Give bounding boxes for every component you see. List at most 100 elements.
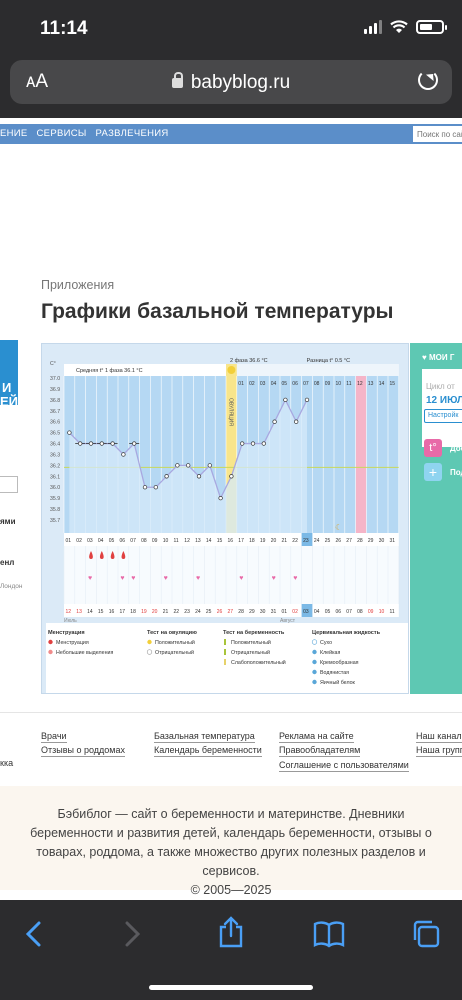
back-icon[interactable] [24, 920, 44, 948]
header-day-label: 07 [303, 381, 309, 387]
y-tick-label: 36.9 [50, 387, 60, 393]
legend-marker-dot [312, 679, 317, 685]
day-label: 23 [303, 538, 309, 544]
temperature-point [283, 397, 288, 402]
legend-title: Менструация [48, 630, 85, 636]
header-day-label: 04 [271, 381, 277, 387]
date-label: 10 [379, 609, 385, 615]
address-bar[interactable]: ᴀA babyblog.ru [10, 60, 452, 104]
date-label: 07 [346, 609, 352, 615]
legend-item: Сухо [320, 640, 332, 646]
status-icons [364, 20, 447, 34]
legend-marker-bar [224, 649, 226, 655]
heart-icon: ♥ [239, 575, 243, 582]
temperature-point [110, 441, 115, 446]
bookmarks-icon[interactable] [313, 920, 345, 948]
ovulation-column [226, 364, 237, 533]
footer-link-doctors[interactable]: Врачи [41, 731, 67, 743]
footer-link-rights[interactable]: Правообладателям [279, 745, 361, 757]
header-day-label: 05 [282, 381, 288, 387]
month-label-august: Август [280, 618, 296, 624]
right-panel-heading: ♥ МОИ Г [422, 353, 455, 362]
temperature-point [272, 419, 277, 424]
nav-link-entertainment[interactable]: РАЗВЛЕЧЕНИЯ [95, 128, 169, 139]
footer-link-advertising[interactable]: Реклама на сайте [279, 731, 354, 743]
day-label: 25 [325, 538, 331, 544]
left-input-box[interactable] [0, 476, 18, 493]
reload-icon[interactable] [418, 70, 438, 90]
footer-link-clipped[interactable]: кка [0, 758, 14, 768]
date-label: 23 [184, 609, 190, 615]
date-label: 29 [249, 609, 255, 615]
y-tick-label: 36.7 [50, 409, 60, 415]
footer-link-maternity-reviews[interactable]: Отзывы о роддомах [41, 745, 125, 757]
reader-aa-button[interactable]: ᴀA [26, 71, 49, 92]
y-tick-label: 36.6 [50, 420, 60, 426]
site-search-input[interactable] [413, 126, 462, 142]
footer-link-agreement[interactable]: Соглашение с пользователями [279, 760, 409, 772]
add-plus-icon[interactable]: + [424, 463, 442, 481]
add-label-1[interactable]: Доб [450, 444, 462, 453]
legend-marker-dot [48, 649, 53, 655]
day-label: 24 [314, 538, 320, 544]
share-icon[interactable] [217, 916, 245, 948]
phase2-label: 2 фаза 36.6 °C [230, 358, 268, 364]
date-label: 02 [292, 609, 298, 615]
bbt-chart[interactable]: 37.0 36.9 36.8 36.7 36.6 36.5 36.4 36.3 36.2 36.1… [42, 344, 408, 693]
legend-background [46, 623, 408, 693]
add-temperature-icon[interactable]: t° [424, 439, 442, 457]
settings-button[interactable]: Настройк [424, 409, 462, 423]
day-label: 01 [66, 538, 72, 544]
footer-link-pregnancy-calendar[interactable]: Календарь беременности [154, 745, 262, 757]
phase1-label: Средняя t° 1 фаза 36.1 °C [76, 368, 143, 374]
breadcrumb[interactable]: Приложения [41, 278, 115, 292]
heart-icon: ♥ [120, 575, 124, 582]
day-label: 06 [120, 538, 126, 544]
day-label: 04 [98, 538, 104, 544]
legend-marker-bar [224, 639, 226, 645]
temperature-point [99, 441, 104, 446]
day-label: 11 [174, 538, 179, 544]
right-panel-heading-text: МОИ Г [428, 353, 455, 362]
temperature-point [196, 474, 202, 479]
y-tick-label: 35.9 [50, 496, 60, 502]
footer-link-group[interactable]: Наша группа [416, 745, 462, 757]
add-label-2[interactable]: Под [450, 468, 462, 477]
temperature-point [218, 496, 223, 501]
y-tick-label: 36.0 [50, 485, 60, 491]
date-label: 31 [271, 609, 277, 615]
footer-link-channel[interactable]: Наш канал в [416, 731, 462, 743]
footer-link-bbt[interactable]: Базальная температура [154, 731, 255, 743]
nav-link-0[interactable]: ЕНИЕ [0, 128, 28, 139]
header-day-label: 12 [357, 381, 363, 387]
legend-marker-dot [312, 649, 317, 655]
day-row-bg [64, 533, 399, 546]
date-label: 15 [98, 609, 104, 615]
y-tick-label: 35.8 [50, 507, 60, 513]
lock-icon [171, 72, 183, 88]
forward-icon[interactable] [122, 920, 142, 948]
day-label: 26 [336, 538, 342, 544]
date-label: 30 [260, 609, 266, 615]
legend-marker-circle [146, 649, 153, 655]
legend-item: Водянистая [320, 670, 349, 676]
day-label: 19 [260, 538, 266, 544]
promo-card-left[interactable]: И ЕЙ [0, 340, 18, 409]
heart-icon: ♥ [164, 575, 168, 582]
day-label: 09 [152, 538, 158, 544]
menstruation-drop-icon [110, 551, 115, 559]
date-label: 03 [303, 609, 309, 615]
footer-separator [0, 712, 462, 713]
day-label: 17 [238, 538, 244, 544]
right-side-panel: ♥ МОИ Г Цикл от 12 ИЮЛЯ Настройк t° Доб … [410, 343, 462, 694]
url-text: babyblog.ru [190, 72, 291, 93]
nav-link-services[interactable]: СЕРВИСЫ [36, 128, 87, 139]
day-label: 13 [195, 538, 201, 544]
temperature-point [304, 397, 310, 402]
tabs-icon[interactable] [411, 919, 441, 949]
cellular-signal-icon [364, 20, 382, 34]
url-display[interactable]: babyblog.ru [10, 72, 452, 94]
site-nav: ЕНИЕ СЕРВИСЫ РАЗВЛЕЧЕНИЯ [0, 124, 462, 144]
y-tick-label: 36.4 [50, 442, 60, 448]
legend-item: Кремообразная [320, 660, 359, 666]
